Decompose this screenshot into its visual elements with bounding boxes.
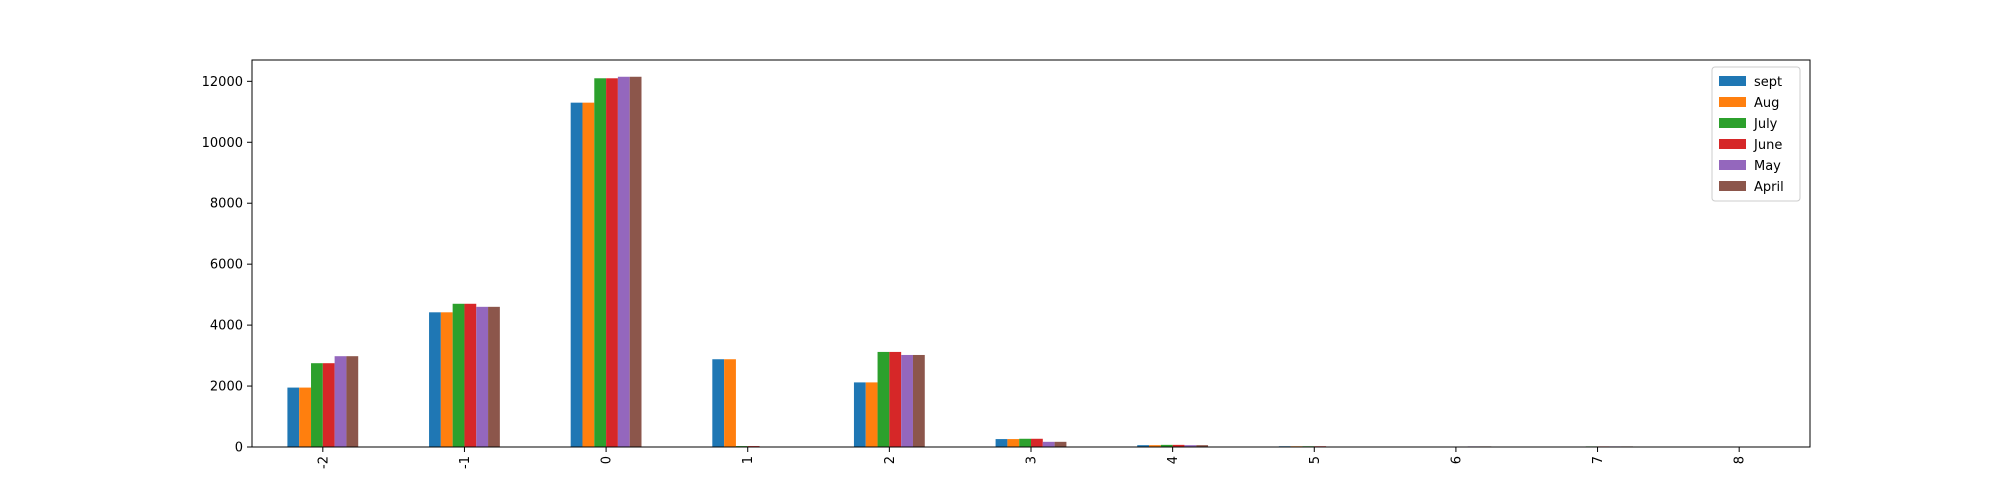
x-axis: -2 -1 0 1 2 3 4 5 6 7 8: [316, 447, 1748, 469]
bar-june-cat-4: [1172, 444, 1185, 447]
bar-april-cat-2: [912, 354, 925, 447]
y-tick-label: 10000: [202, 136, 243, 151]
bar-sept-cat-3: [995, 439, 1008, 447]
bar-april-cat-3: [1054, 441, 1067, 447]
bar-aug-cat-0: [582, 102, 595, 447]
bar-april-cat--1: [488, 306, 500, 447]
bar-sept-cat-4: [1137, 445, 1150, 447]
x-tick-label: 0: [600, 456, 615, 464]
bar-aug-cat--2: [299, 387, 312, 447]
bar-aug-cat-2: [865, 382, 878, 447]
x-tick-label: 8: [1733, 456, 1748, 464]
y-tick-label: 8000: [210, 197, 243, 212]
legend-label-may: May: [1754, 159, 1781, 174]
x-tick-label: 6: [1449, 456, 1464, 464]
bar-sept-cat-0: [570, 102, 583, 447]
bar-aug-cat--1: [440, 312, 453, 447]
y-tick-label: 4000: [210, 319, 243, 334]
bar-aug-cat-3: [1007, 439, 1020, 447]
x-tick-label: 1: [741, 456, 756, 464]
legend-label-july: July: [1753, 117, 1778, 132]
bar-june-cat-2: [889, 351, 902, 447]
bar-aug-cat-1: [724, 359, 736, 447]
bar-june-cat--1: [464, 303, 477, 447]
bar-april-cat-4: [1196, 445, 1209, 447]
bar-july-cat-4: [1160, 444, 1173, 447]
bars-layer: [287, 76, 1728, 447]
bar-june-cat-3: [1031, 438, 1043, 447]
bar-june-cat-0: [606, 78, 618, 447]
y-tick-label: 2000: [210, 380, 243, 395]
bar-july-cat-0: [594, 78, 607, 447]
bar-sept-cat-2: [853, 382, 866, 447]
bar-may-cat-2: [901, 354, 913, 447]
bar-may-cat--2: [334, 356, 347, 447]
x-tick-label: 7: [1591, 456, 1606, 464]
legend-swatch-june: [1719, 139, 1746, 149]
bar-aug-cat-4: [1149, 445, 1161, 447]
bar-may-cat-4: [1184, 445, 1197, 447]
legend-label-june: June: [1753, 138, 1782, 153]
x-tick-label: -1: [458, 456, 473, 469]
x-tick-label: -2: [316, 456, 331, 469]
bar-july-cat--1: [452, 303, 465, 447]
x-tick-label: 5: [1308, 456, 1323, 464]
legend-swatch-april: [1719, 181, 1746, 191]
bar-sept-cat--2: [287, 387, 300, 447]
bar-sept-cat--1: [429, 312, 441, 447]
y-tick-label: 6000: [210, 258, 243, 273]
bar-may-cat--1: [476, 306, 489, 447]
legend-swatch-may: [1719, 160, 1746, 170]
bar-april-cat--2: [346, 356, 359, 447]
y-axis: 0 2000 4000 6000 8000 10000 12000: [202, 75, 252, 456]
legend: sept Aug July June May April: [1711, 66, 1801, 202]
bar-april-cat-0: [629, 76, 642, 447]
y-tick-label: 12000: [202, 75, 243, 90]
bar-june-cat--2: [322, 363, 335, 447]
bar-sept-cat-1: [712, 359, 725, 447]
legend-swatch-july: [1719, 118, 1746, 128]
legend-label-april: April: [1754, 180, 1784, 195]
y-tick-label: 0: [235, 441, 243, 456]
x-tick-label: 3: [1025, 456, 1040, 464]
legend-label-sept: sept: [1754, 75, 1782, 90]
bar-may-cat-0: [617, 76, 630, 447]
legend-swatch-aug: [1719, 97, 1746, 107]
bar-may-cat-3: [1042, 441, 1055, 447]
bar-july-cat--2: [311, 363, 323, 447]
legend-swatch-sept: [1719, 76, 1746, 86]
x-tick-label: 4: [1166, 456, 1181, 464]
bar-july-cat-2: [877, 351, 890, 447]
bar-july-cat-3: [1019, 438, 1031, 447]
legend-label-aug: Aug: [1754, 96, 1779, 111]
x-tick-label: 2: [883, 456, 898, 464]
